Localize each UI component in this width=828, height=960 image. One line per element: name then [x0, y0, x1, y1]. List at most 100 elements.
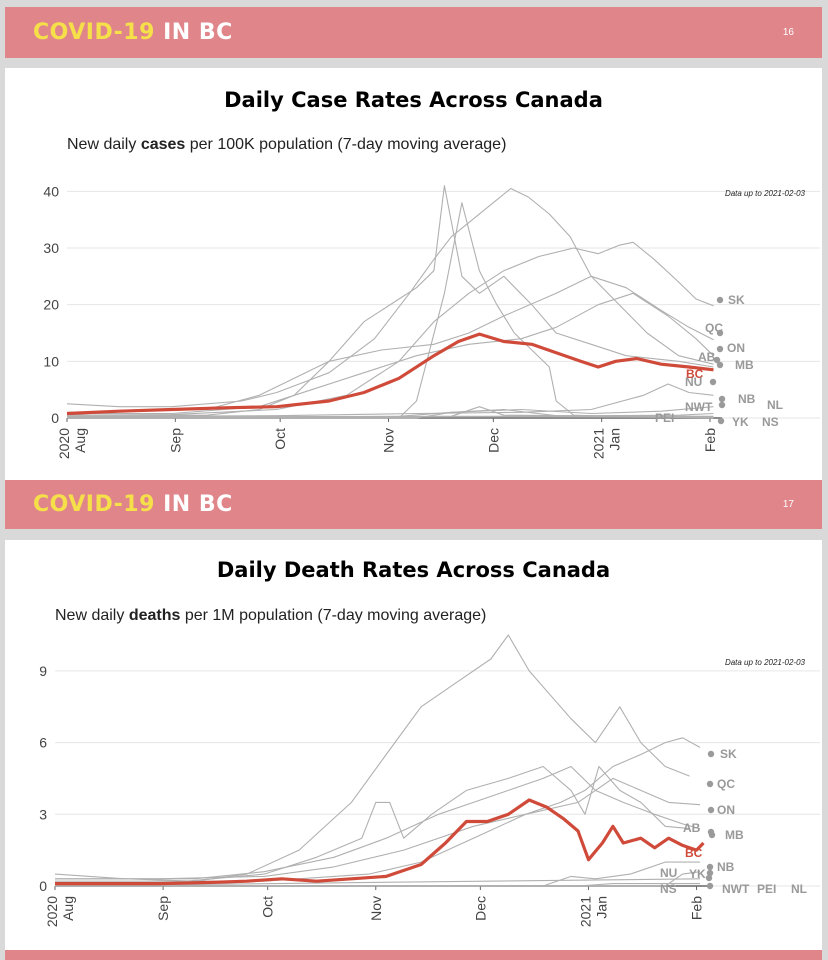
series-line-bc	[66, 332, 714, 416]
province-label-on: ON	[727, 341, 745, 355]
x-tick-label: Dec	[472, 896, 488, 921]
end-dot-on	[707, 806, 715, 814]
series-line-nu	[67, 202, 714, 419]
end-dot-ns	[706, 882, 714, 890]
subtitle-pre: New daily	[67, 136, 141, 153]
subtitle-bold: deaths	[128, 607, 181, 624]
subtitle-post: per 100K population (7-day moving averag…	[185, 136, 507, 153]
x-tick-label: Dec	[485, 428, 501, 453]
brand-accent-text: COVID-19	[33, 492, 155, 517]
case-rate-chart: 0 10 20 30 40 2020 Aug Sep Oct Nov Dec 2021 Jan Feb Da…	[43, 183, 820, 459]
slide-header-17: COVID-19 IN BC 17	[5, 480, 822, 529]
province-label-qc: QC	[717, 777, 735, 791]
province-label-nb: NB	[717, 860, 735, 874]
end-dot-mb	[716, 361, 724, 369]
series-line-qc	[66, 275, 714, 413]
province-label-nu: NU	[685, 375, 702, 389]
y-tick-label: 0	[51, 410, 59, 426]
x-tick-label-line2: Aug	[60, 896, 76, 921]
series-line-ab	[55, 765, 701, 880]
x-tick-label-line2: Aug	[72, 428, 88, 453]
province-label-ab: AB	[698, 350, 716, 364]
province-label-ns: NS	[660, 882, 677, 896]
y-tick-label: 6	[39, 735, 47, 751]
chart-title: Daily Case Rates Across Canada	[224, 88, 603, 112]
end-dot-nu	[706, 869, 714, 877]
y-tick-label: 0	[39, 878, 47, 894]
x-tick-label: 2020	[56, 428, 72, 459]
province-label-nwt: NWT	[722, 882, 750, 896]
end-dot-qc	[706, 780, 714, 788]
y-tick-label: 40	[43, 183, 59, 199]
slide-header-next	[5, 950, 822, 960]
x-tick-label: Sep	[167, 428, 183, 453]
end-dot-yk	[717, 417, 725, 425]
data-date-note: Data up to 2021-02-03	[725, 658, 806, 667]
end-dot-nb	[718, 395, 726, 403]
brand-accent-text: COVID-19	[33, 20, 155, 45]
brand-rest-text: IN BC	[163, 20, 233, 45]
death-rate-panel: Daily Death Rates Across Canada New dail…	[5, 540, 822, 950]
subtitle-bold: cases	[140, 136, 186, 153]
x-tick-label: 2021	[591, 428, 607, 459]
slide-header-16: COVID-19 IN BC 16	[5, 7, 822, 58]
x-tick-label-line2: Jan	[593, 896, 609, 919]
series-line-nb	[66, 383, 714, 417]
series-line-sk	[55, 737, 701, 882]
province-label-nl: NL	[791, 882, 807, 896]
x-tick-label: Nov	[381, 428, 397, 453]
chart-subtitle: New daily deaths per 1M population (7-da…	[55, 607, 486, 625]
series-line-on	[55, 777, 701, 880]
province-label-nl: NL	[767, 398, 783, 412]
end-dot-sk	[716, 296, 724, 304]
y-tick-label: 20	[43, 297, 59, 313]
series-line-sk	[66, 241, 714, 416]
province-label-yk: YK	[689, 867, 706, 881]
x-tick-label: Feb	[689, 896, 705, 920]
series-line-ns	[66, 408, 714, 419]
y-tick-label: 10	[43, 353, 59, 369]
province-label-pei: PEI	[757, 882, 776, 896]
province-label-nwt: NWT	[685, 400, 713, 414]
slide-brand: COVID-19 IN BC	[33, 20, 233, 45]
chart-title: Daily Death Rates Across Canada	[216, 558, 611, 582]
province-label-mb: MB	[725, 828, 744, 842]
y-tick-label: 3	[39, 806, 47, 822]
end-dot-mb	[708, 831, 716, 839]
series-line-on	[67, 292, 714, 415]
end-dot-nb	[706, 863, 714, 871]
chart-subtitle: New daily cases per 100K population (7-d…	[67, 136, 506, 154]
subtitle-pre: New daily	[55, 607, 129, 624]
province-label-qc: QC	[705, 321, 723, 335]
province-label-ab: AB	[683, 821, 701, 835]
end-dot-sk	[707, 750, 715, 758]
end-dot-nwt	[718, 401, 726, 409]
death-rate-chart: 0 3 6 9 2020 Aug Sep Oct Nov Dec 2021 Jan Feb Data up…	[39, 634, 820, 927]
end-dot-on	[716, 345, 724, 353]
slide-brand: COVID-19 IN BC	[33, 492, 233, 517]
y-tick-label: 30	[43, 240, 59, 256]
x-tick-label: Oct	[272, 428, 288, 450]
province-label-sk: SK	[728, 293, 745, 307]
page-number: 16	[782, 27, 794, 38]
x-tick-label: Feb	[702, 428, 718, 452]
data-date-note: Data up to 2021-02-03	[725, 189, 806, 198]
case-rate-panel: Daily Case Rates Across Canada New daily…	[5, 68, 822, 480]
page-number: 17	[782, 499, 794, 510]
end-dot-nu	[709, 378, 717, 386]
series-line-mb	[54, 765, 690, 887]
x-tick-label: 2021	[577, 896, 593, 927]
subtitle-post: per 1M population (7-day moving average)	[180, 607, 487, 624]
series-line-ab	[66, 187, 714, 408]
x-tick-label: 2020	[44, 896, 60, 927]
province-label-mb: MB	[735, 358, 754, 372]
province-label-bc: BC	[685, 846, 703, 860]
province-label-bc: BC	[686, 367, 704, 381]
x-tick-label-line2: Jan	[607, 428, 623, 451]
province-label-pei: PEI	[655, 411, 674, 425]
province-label-ns: NS	[762, 415, 779, 429]
province-label-sk: SK	[720, 747, 737, 761]
x-tick-label: Nov	[368, 896, 384, 921]
series-line-qc	[54, 634, 690, 882]
series-line-bc	[55, 798, 705, 886]
